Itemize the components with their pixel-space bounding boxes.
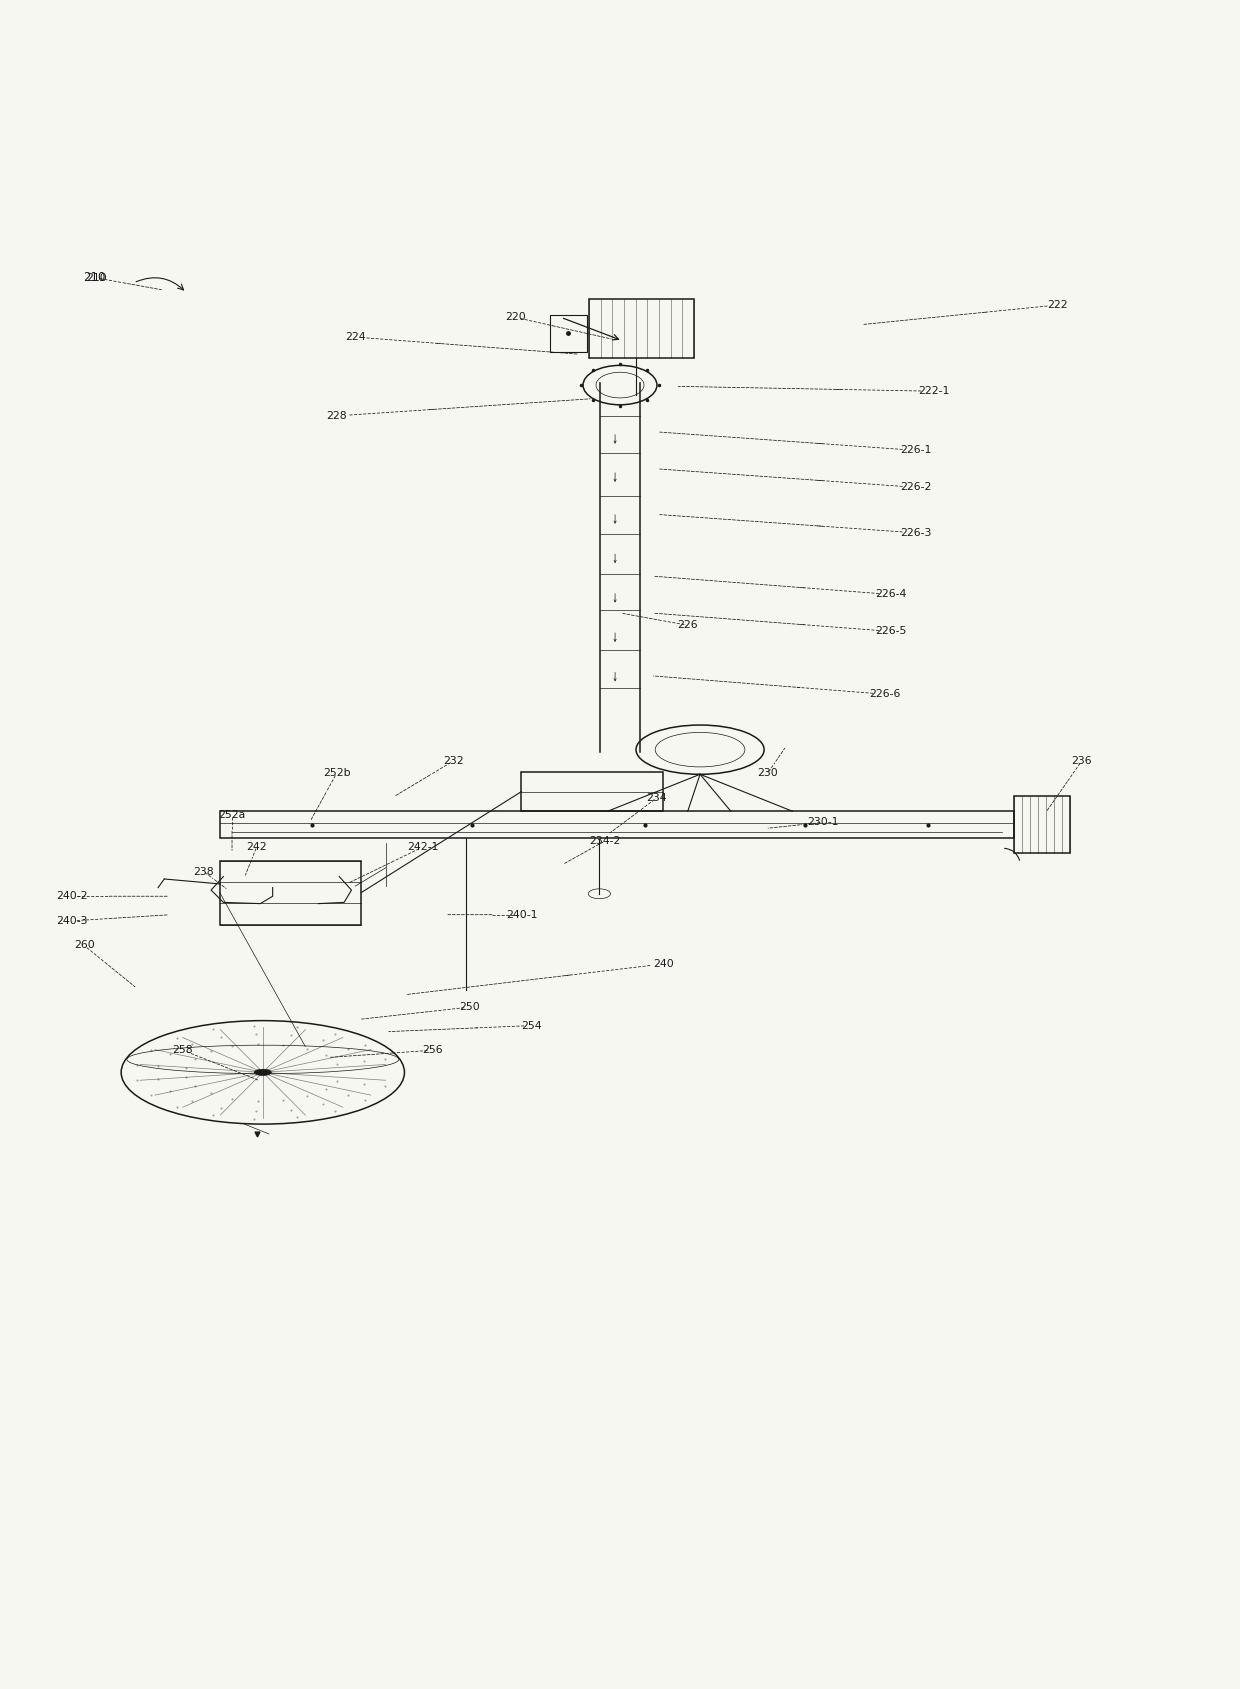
Bar — [219, 860, 361, 924]
Text: 250: 250 — [459, 1002, 480, 1012]
Text: 226-1: 226-1 — [900, 446, 931, 456]
Text: 222-1: 222-1 — [919, 387, 950, 397]
Text: 210: 210 — [83, 272, 105, 284]
Text: 240-3: 240-3 — [56, 915, 88, 926]
Text: 256: 256 — [423, 1045, 443, 1056]
Bar — [522, 772, 663, 811]
Text: 226: 226 — [677, 620, 698, 630]
Text: 230: 230 — [758, 768, 779, 779]
Text: 230-1: 230-1 — [807, 817, 839, 828]
Text: 226-6: 226-6 — [869, 689, 900, 699]
Text: 240-2: 240-2 — [56, 892, 88, 902]
Text: 258: 258 — [172, 1045, 193, 1056]
Text: 228: 228 — [326, 410, 347, 421]
Text: 220: 220 — [505, 312, 526, 323]
Text: 252a: 252a — [218, 811, 246, 819]
Bar — [549, 314, 587, 351]
Text: 242: 242 — [247, 841, 267, 851]
Ellipse shape — [254, 1069, 272, 1076]
Text: 234-2: 234-2 — [589, 836, 621, 846]
Text: 260: 260 — [74, 941, 94, 951]
Text: 226-3: 226-3 — [900, 529, 931, 537]
Text: 234: 234 — [646, 792, 667, 802]
Text: 226-5: 226-5 — [875, 627, 906, 637]
Bar — [219, 811, 1014, 838]
Text: 240-1: 240-1 — [506, 910, 537, 921]
Text: 224: 224 — [345, 333, 366, 343]
Text: 210: 210 — [86, 274, 107, 284]
Text: 226-2: 226-2 — [900, 483, 931, 491]
Text: 236: 236 — [1071, 755, 1092, 765]
Text: 240: 240 — [652, 959, 673, 969]
Bar — [589, 299, 694, 358]
Text: 232: 232 — [444, 755, 464, 765]
Text: 222: 222 — [1047, 301, 1068, 311]
Text: 226-4: 226-4 — [875, 589, 906, 600]
Bar — [1014, 797, 1070, 853]
Text: 238: 238 — [193, 866, 215, 877]
Text: 242-1: 242-1 — [407, 841, 439, 851]
Text: 252b: 252b — [322, 768, 351, 779]
Text: 254: 254 — [521, 1020, 542, 1030]
